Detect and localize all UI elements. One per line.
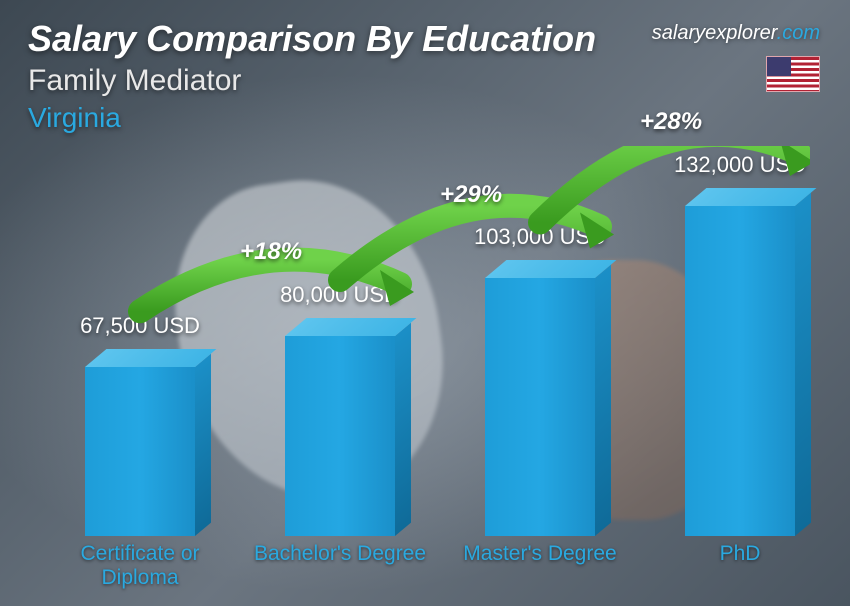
flag-icon: [766, 56, 820, 92]
bar-value-label: 80,000 USD: [250, 282, 430, 308]
bar-side: [195, 354, 211, 536]
bar-front: [685, 206, 795, 536]
increase-percent-label: +28%: [640, 108, 702, 136]
bar-value-label: 103,000 USD: [450, 224, 630, 250]
bar-category-label: Bachelor's Degree: [245, 542, 435, 566]
increase-percent-label: +18%: [240, 238, 302, 266]
bar-front: [85, 367, 195, 536]
bar-front: [285, 336, 395, 536]
bar: [485, 278, 595, 536]
bar-category-label: Certificate or Diploma: [45, 542, 235, 590]
bar-category-label: Master's Degree: [445, 542, 635, 566]
bar: [685, 206, 795, 536]
bar: [85, 367, 195, 536]
bar-side: [795, 193, 811, 536]
bar-chart: 67,500 USDCertificate or Diploma 80,000 U…: [40, 146, 810, 586]
bar-top: [485, 260, 616, 278]
brand-tld: .com: [777, 22, 820, 44]
chart-region: Virginia: [28, 102, 822, 134]
bar-value-label: 67,500 USD: [50, 313, 230, 339]
bar-group: 80,000 USDBachelor's Degree: [265, 336, 415, 536]
bar: [285, 336, 395, 536]
bar-top: [685, 188, 816, 206]
chart-subtitle: Family Mediator: [28, 64, 822, 98]
bar-top: [285, 318, 416, 336]
bar-group: 132,000 USDPhD: [665, 206, 815, 536]
bar-top: [85, 349, 216, 367]
bar-group: 67,500 USDCertificate or Diploma: [65, 367, 215, 536]
brand-watermark: salaryexplorer.com: [652, 22, 820, 45]
bar-group: 103,000 USDMaster's Degree: [465, 278, 615, 536]
bar-side: [595, 265, 611, 536]
bar-value-label: 132,000 USD: [650, 152, 830, 178]
bar-category-label: PhD: [645, 542, 835, 566]
bar-side: [395, 323, 411, 536]
bar-front: [485, 278, 595, 536]
increase-percent-label: +29%: [440, 181, 502, 209]
brand-name: salaryexplorer: [652, 22, 777, 44]
